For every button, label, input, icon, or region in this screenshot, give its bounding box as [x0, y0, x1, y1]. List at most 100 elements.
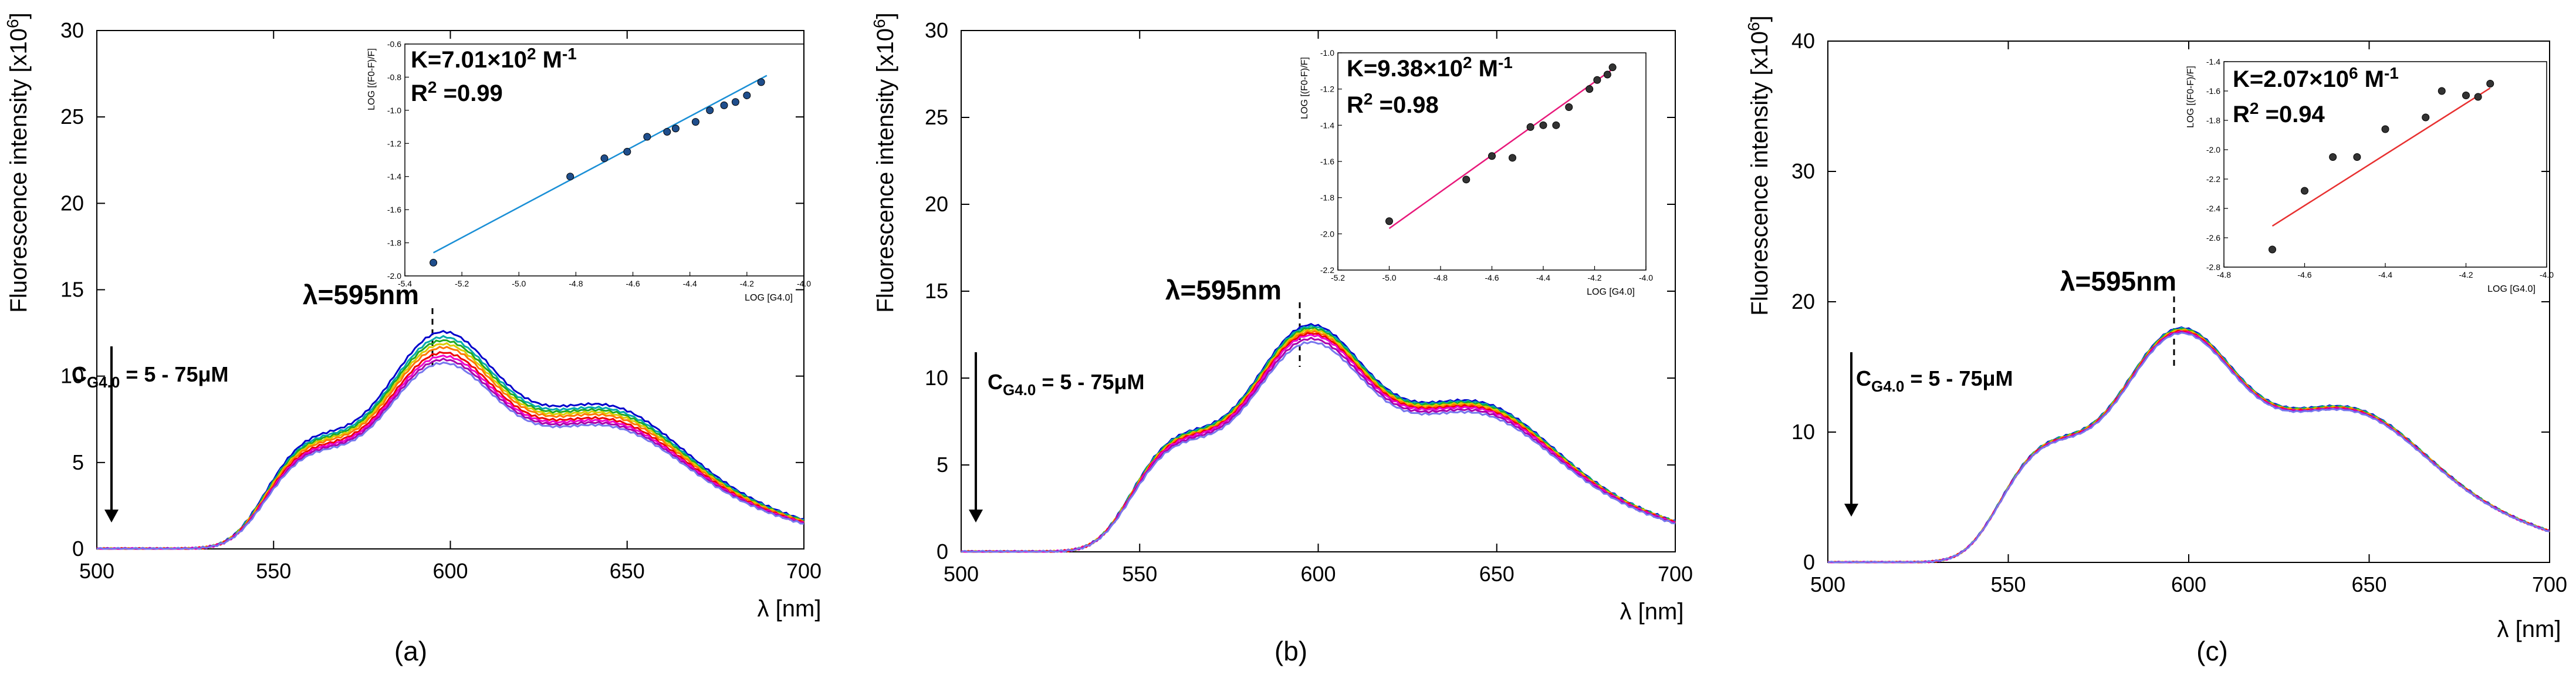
inset-x-tick-label: -4.4 [1536, 273, 1550, 282]
binding-constant-label: K=7.01×102 M-1 [411, 45, 577, 73]
r-squared-label: R2 =0.99 [411, 78, 503, 106]
concentration-label: CG4.0 = 5 - 75μM [72, 362, 228, 391]
inset-y-tick-label: -2.2 [1320, 265, 1334, 275]
x-axis-label: λ [nm] [1620, 599, 1684, 625]
concentration-arrowhead [104, 510, 119, 522]
y-tick-label: 5 [72, 450, 84, 474]
inset-plot: K=2.07×106 M-1 R2 =0.94 -4.8 -4.6 -4.4 -4.2… [2186, 57, 2554, 294]
inset-data-point [2486, 80, 2494, 87]
inset-y-axis-label: LOG [(F0-F)/F] [367, 48, 377, 110]
r-squared-label: R2 =0.98 [1347, 90, 1439, 118]
inset-x-tick-label: -4.0 [2540, 270, 2554, 279]
inset-data-point [1552, 121, 1560, 129]
inset-y-tick-label: -2.0 [387, 271, 401, 281]
inset-y-tick-label: -1.8 [387, 238, 401, 248]
inset-x-tick-label: -5.2 [455, 279, 469, 288]
panel-b: Fluorescence intensity [x106] λ [nm] (b)… [870, 12, 1693, 666]
inset-x-axis-label: LOG [G4.0] [2487, 284, 2536, 294]
inset-y-tick-label: -1.8 [2206, 116, 2220, 125]
spectrum-series-6 [1827, 330, 2550, 564]
spectrum-series-7 [961, 333, 1676, 553]
inset-y-tick-label: -0.6 [387, 39, 401, 49]
inset-data-point [566, 173, 574, 181]
inset-x-tick-label: -5.0 [1382, 273, 1396, 282]
inset-x-tick-label: -4.4 [2378, 270, 2392, 279]
inset-y-tick-label: -0.8 [387, 72, 401, 82]
inset-y-tick-label: -1.6 [387, 205, 401, 214]
inset-x-tick-label: -4.8 [569, 279, 583, 288]
inset-data-point [2438, 87, 2446, 95]
x-tick-label: 500 [79, 559, 114, 583]
x-tick-label: 550 [256, 559, 291, 583]
x-tick-label: 650 [610, 559, 645, 583]
inset-data-point [2462, 92, 2470, 99]
x-tick-label: 550 [1990, 572, 2026, 596]
spectrum-plot: 500 550 600 650 700 0 10 20 30 40 [1791, 29, 2567, 596]
inset-data-point [1526, 123, 1534, 131]
spectrum-series-4 [1828, 328, 2550, 564]
inset-y-tick-label: -1.4 [1320, 120, 1334, 130]
inset-x-tick-label: -5.4 [398, 279, 412, 288]
inset-data-point [1565, 103, 1573, 111]
inset-x-tick-label: -4.6 [2297, 270, 2311, 279]
x-tick-label: 500 [1810, 572, 1845, 596]
inset-data-point [1385, 217, 1393, 225]
r-squared-label: R2 =0.94 [2233, 99, 2325, 127]
concentration-label: CG4.0 = 5 - 75μM [1856, 366, 2013, 395]
inset-data-point [706, 106, 714, 114]
y-tick-label: 15 [60, 278, 84, 302]
inset-frame [404, 43, 804, 277]
inset-data-point [2301, 187, 2308, 195]
y-tick-label: 30 [60, 18, 84, 42]
inset-data-point [2381, 125, 2389, 133]
binding-constant-label: K=2.07×106 M-1 [2233, 64, 2399, 92]
inset-plot: K=7.01×102 M-1 R2 =0.99 -5.4 -5.2 -5.0 -4.8… [367, 39, 811, 303]
inset-data-point [1593, 76, 1601, 84]
x-tick-label: 650 [2351, 572, 2386, 596]
inset-y-tick-label: -2.2 [2206, 174, 2220, 184]
spectrum-series-2 [961, 324, 1676, 553]
inset-data-point [757, 78, 765, 86]
inset-data-point [2269, 245, 2276, 254]
inset-x-tick-label: -4.2 [1587, 273, 1601, 282]
inset-y-axis-label: LOG [(F0-F)/F] [2186, 66, 2196, 128]
inset-y-tick-label: -2.8 [2206, 262, 2220, 272]
y-tick-label: 20 [1791, 289, 1815, 313]
panel-label: (c) [2196, 636, 2228, 666]
inset-data-point [691, 118, 699, 126]
y-tick-label: 0 [1803, 550, 1815, 574]
inset-y-tick-label: -1.2 [387, 139, 401, 148]
inset-y-tick-label: -2.0 [2206, 145, 2220, 154]
inset-frame [2223, 61, 2547, 268]
inset-data-point [1603, 70, 1611, 79]
spectrum-plot: 500 550 600 650 700 0 5 10 15 20 25 30 [60, 18, 822, 583]
x-tick-label: 550 [1122, 562, 1157, 586]
spectrum-series-9 [96, 361, 804, 550]
inset-fit-line [1388, 66, 1616, 230]
y-tick-label: 10 [1791, 420, 1815, 444]
inset-data-point [1509, 154, 1516, 162]
inset-data-point [743, 91, 751, 99]
spectrum-series-1 [1827, 326, 2550, 564]
spectrum-series-3 [961, 327, 1676, 553]
inset-fit-line [2271, 87, 2491, 227]
inset-y-tick-label: -1.0 [387, 106, 401, 115]
x-axis-label: λ [nm] [758, 596, 822, 622]
inset-x-tick-label: -4.6 [1485, 273, 1499, 282]
inset-plot: K=9.38×102 M-1 R2 =0.98 -5.2 -5.0 -4.8 -4.6… [1300, 48, 1653, 297]
spectrum-series-3 [1827, 328, 2550, 564]
inset-data-point [2474, 93, 2482, 101]
inset-y-tick-label: -1.4 [2206, 57, 2220, 66]
inset-data-point [643, 133, 651, 141]
y-tick-label: 10 [60, 364, 84, 388]
spectrum-series-5 [1827, 329, 2550, 564]
inset-data-point [671, 124, 680, 133]
inset-data-point [2329, 153, 2337, 161]
spectrum-series-9 [961, 340, 1676, 553]
y-tick-label: 40 [1791, 29, 1815, 53]
concentration-arrowhead [969, 510, 983, 522]
inset-y-tick-label: -2.0 [1320, 229, 1334, 238]
spectrum-series-2 [1827, 326, 2550, 564]
inset-y-tick-label: -1.6 [2206, 86, 2220, 96]
inset-data-point [1462, 176, 1470, 184]
